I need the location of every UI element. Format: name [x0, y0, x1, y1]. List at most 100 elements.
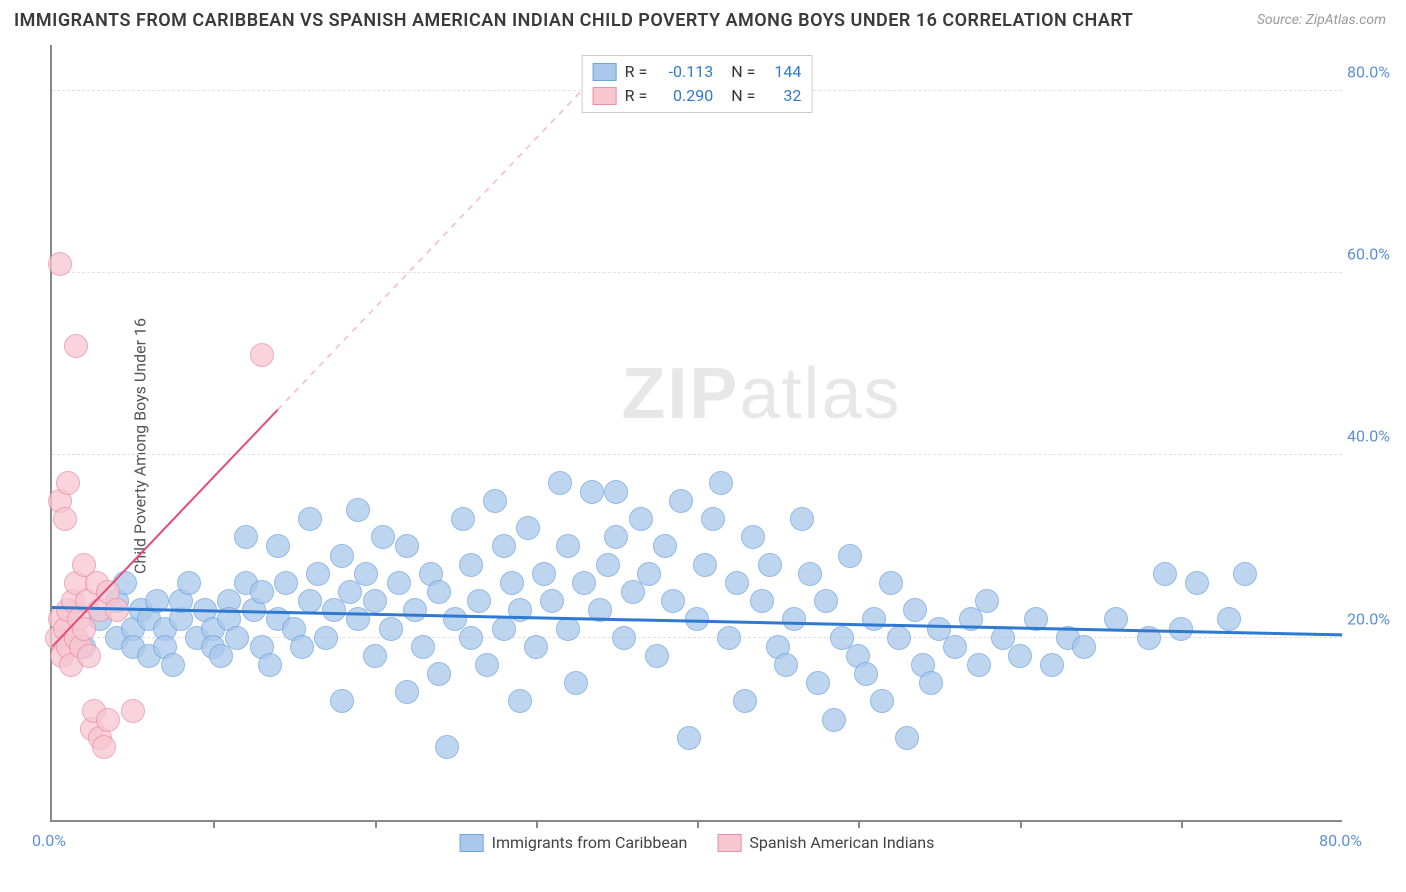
trend-lines-layer — [52, 45, 1342, 820]
watermark-bold: ZIP — [621, 354, 739, 434]
legend-series-item: Immigrants from Caribbean — [460, 833, 688, 852]
data-point-blue — [677, 726, 701, 750]
legend-r-label: R = — [625, 84, 648, 108]
data-point-blue — [524, 635, 548, 659]
data-point-blue — [943, 635, 967, 659]
legend-swatch — [593, 87, 617, 105]
data-point-blue — [798, 562, 822, 586]
data-point-pink — [121, 699, 145, 723]
legend-series-item: Spanish American Indians — [717, 833, 934, 852]
data-point-blue — [782, 607, 806, 631]
data-point-blue — [314, 626, 338, 650]
data-point-blue — [475, 653, 499, 677]
data-point-blue — [637, 562, 661, 586]
data-point-blue — [790, 507, 814, 531]
data-point-pink — [96, 708, 120, 732]
data-point-blue — [330, 689, 354, 713]
watermark: ZIPatlas — [621, 353, 901, 435]
data-point-blue — [459, 553, 483, 577]
x-tick — [1020, 820, 1022, 828]
data-point-blue — [919, 671, 943, 695]
legend-n-value: 144 — [763, 60, 801, 84]
trend-line — [278, 54, 617, 410]
data-point-blue — [967, 653, 991, 677]
data-point-blue — [363, 589, 387, 613]
data-point-blue — [258, 653, 282, 677]
data-point-blue — [814, 589, 838, 613]
data-point-blue — [822, 708, 846, 732]
data-point-blue — [532, 562, 556, 586]
data-point-blue — [903, 598, 927, 622]
data-point-blue — [234, 525, 258, 549]
legend-swatch — [460, 834, 484, 852]
data-point-blue — [1024, 607, 1048, 631]
legend-n-label: N = — [731, 84, 755, 108]
x-tick — [213, 820, 215, 828]
data-point-blue — [588, 598, 612, 622]
data-point-pink — [105, 598, 129, 622]
watermark-thin: atlas — [739, 354, 901, 434]
data-point-blue — [225, 626, 249, 650]
data-point-blue — [556, 534, 580, 558]
plot-area: ZIPatlas R =-0.113N =144R =0.290N =32 Im… — [50, 45, 1342, 822]
data-point-blue — [572, 571, 596, 595]
data-point-blue — [895, 726, 919, 750]
legend-n-value: 32 — [763, 84, 801, 108]
data-point-blue — [387, 571, 411, 595]
data-point-blue — [363, 644, 387, 668]
data-point-blue — [661, 589, 685, 613]
data-point-pink — [56, 471, 80, 495]
data-point-blue — [741, 525, 765, 549]
data-point-blue — [266, 534, 290, 558]
legend-correlation-row: R =0.290N =32 — [593, 84, 802, 108]
data-point-blue — [354, 562, 378, 586]
data-point-blue — [701, 507, 725, 531]
data-point-blue — [516, 516, 540, 540]
legend-swatch — [717, 834, 741, 852]
data-point-blue — [653, 534, 677, 558]
y-tick-label: 40.0% — [1347, 427, 1402, 446]
data-point-blue — [685, 607, 709, 631]
data-point-blue — [862, 607, 886, 631]
data-point-blue — [451, 507, 475, 531]
data-point-blue — [879, 571, 903, 595]
data-point-blue — [548, 471, 572, 495]
data-point-pink — [250, 343, 274, 367]
data-point-blue — [1137, 626, 1161, 650]
x-tick-label: 80.0% — [1319, 831, 1362, 850]
data-point-blue — [306, 562, 330, 586]
data-point-blue — [435, 735, 459, 759]
data-point-blue — [669, 489, 693, 513]
data-point-blue — [556, 617, 580, 641]
data-point-blue — [774, 653, 798, 677]
gridline — [52, 272, 1342, 273]
data-point-blue — [298, 589, 322, 613]
data-point-blue — [298, 507, 322, 531]
x-tick — [1181, 820, 1183, 828]
legend-r-label: R = — [625, 60, 648, 84]
data-point-blue — [483, 489, 507, 513]
data-point-blue — [887, 626, 911, 650]
legend-r-value: -0.113 — [655, 60, 713, 84]
data-point-pink — [64, 334, 88, 358]
x-tick — [858, 820, 860, 828]
data-point-blue — [274, 571, 298, 595]
source-label: Source: ZipAtlas.com — [1257, 12, 1386, 28]
data-point-blue — [725, 571, 749, 595]
data-point-blue — [1233, 562, 1257, 586]
data-point-blue — [379, 617, 403, 641]
data-point-blue — [1185, 571, 1209, 595]
data-point-pink — [77, 644, 101, 668]
data-point-blue — [693, 553, 717, 577]
data-point-blue — [1008, 644, 1032, 668]
data-point-blue — [854, 662, 878, 686]
chart-title: IMMIGRANTS FROM CARIBBEAN VS SPANISH AME… — [14, 10, 1133, 31]
data-point-blue — [733, 689, 757, 713]
x-tick — [697, 820, 699, 828]
data-point-blue — [330, 544, 354, 568]
data-point-blue — [459, 626, 483, 650]
data-point-blue — [750, 589, 774, 613]
data-point-blue — [508, 598, 532, 622]
data-point-blue — [177, 571, 201, 595]
data-point-blue — [395, 534, 419, 558]
